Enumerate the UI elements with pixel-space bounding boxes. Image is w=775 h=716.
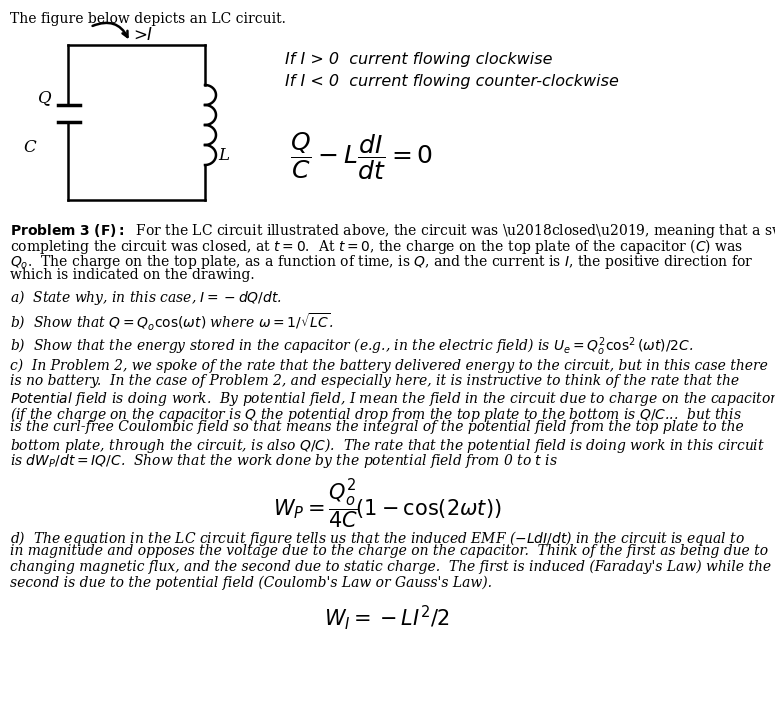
Text: bottom plate, through the circuit, is also $Q/C$).  The rate that the potential : bottom plate, through the circuit, is al… [10,436,765,455]
Text: is $dW_P/dt = IQ/C$.  Show that the work done by the potential field from 0 to $: is $dW_P/dt = IQ/C$. Show that the work … [10,452,558,470]
Text: C: C [23,140,36,157]
Text: (if the charge on the capacitor is $Q$ the potential drop from the top plate to : (if the charge on the capacitor is $Q$ t… [10,405,742,424]
Text: If I < 0  current flowing counter-clockwise: If I < 0 current flowing counter-clockwi… [285,74,619,89]
Text: $\mathit{Potential}$ field is doing work.  By potential field, I mean the field : $\mathit{Potential}$ field is doing work… [10,390,775,407]
Text: $W_I = -LI^2/2$: $W_I = -LI^2/2$ [324,603,450,632]
Text: a)  State why, in this case, $I = -dQ/dt$.: a) State why, in this case, $I = -dQ/dt$… [10,288,282,307]
Text: completing the circuit was closed, at $t = 0$.  At $t = 0$, the charge on the to: completing the circuit was closed, at $t… [10,238,743,256]
Text: second is due to the potential field (Coulomb's Law or Gauss's Law).: second is due to the potential field (Co… [10,576,492,590]
Text: L: L [218,147,229,163]
Text: is no battery.  In the case of Problem 2, and especially here, it is instructive: is no battery. In the case of Problem 2,… [10,374,739,388]
Text: b)  Show that $Q = Q_o\cos(\omega t)$ where $\omega = 1/\sqrt{LC}$.: b) Show that $Q = Q_o\cos(\omega t)$ whe… [10,311,334,332]
Text: changing magnetic flux, and the second due to static charge.  The first is induc: changing magnetic flux, and the second d… [10,560,771,574]
Text: in magnitude and opposes the voltage due to the charge on the capacitor.  Think : in magnitude and opposes the voltage due… [10,544,768,558]
Text: c)  In Problem 2, we spoke of the rate that the battery delivered energy to the : c) In Problem 2, we spoke of the rate th… [10,359,768,373]
Text: $Q_o$.  The charge on the top plate, as a function of time, is $Q$, and the curr: $Q_o$. The charge on the top plate, as a… [10,253,753,271]
Text: $\dfrac{Q}{C} - L\dfrac{dI}{dt} = 0$: $\dfrac{Q}{C} - L\dfrac{dI}{dt} = 0$ [290,130,433,182]
Text: The figure below depicts an LC circuit.: The figure below depicts an LC circuit. [10,12,286,26]
Text: Q: Q [38,90,52,107]
Text: $\mathbf{Problem\ 3\ (F):}$  For the LC circuit illustrated above, the circuit w: $\mathbf{Problem\ 3\ (F):}$ For the LC c… [10,222,775,240]
Text: is the curl-free Coulombic field so that means the integral of the potential fie: is the curl-free Coulombic field so that… [10,420,744,435]
Text: which is indicated on the drawing.: which is indicated on the drawing. [10,268,255,283]
Text: b)  Show that the energy stored in the capacitor (e.g., in the electric field) i: b) Show that the energy stored in the ca… [10,335,693,357]
Text: d)  The equation in the LC circuit figure tells us that the induced EMF ($-LdI/d: d) The equation in the LC circuit figure… [10,529,745,548]
Text: $W_P = \dfrac{Q_o^2}{4C}\!\left(1 - \cos(2\omega t)\right)$: $W_P = \dfrac{Q_o^2}{4C}\!\left(1 - \cos… [273,477,501,531]
Text: If I > 0  current flowing clockwise: If I > 0 current flowing clockwise [285,52,553,67]
Text: >$I$: >$I$ [133,27,153,44]
